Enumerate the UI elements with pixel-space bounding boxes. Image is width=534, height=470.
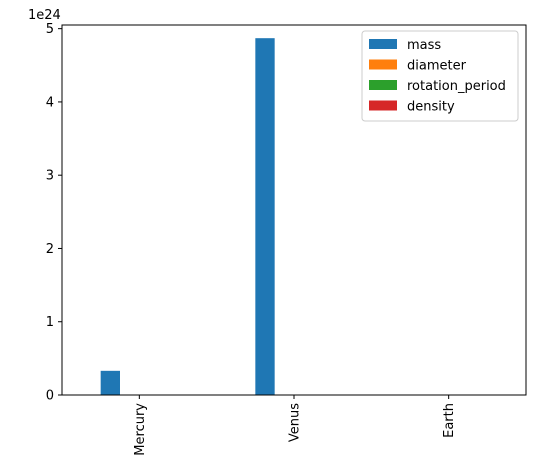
y-tick-label: 0 (46, 389, 54, 404)
legend-box (361, 30, 519, 122)
y-tick-label: 3 (46, 169, 54, 184)
x-tick-label: Venus (288, 403, 303, 442)
legend-label-density: density (407, 100, 455, 115)
legend-label-mass: mass (407, 38, 441, 53)
legend-label-diameter: diameter (407, 59, 467, 74)
bars-layer (100, 38, 275, 396)
legend-swatch-mass (369, 39, 397, 49)
legend-label-rotation_period: rotation_period (407, 79, 506, 94)
x-tick-label: Earth (442, 403, 457, 438)
x-axis: Mercury Venus Earth (133, 395, 457, 456)
legend-swatch-diameter (369, 59, 397, 70)
bar-mass-mercury (100, 370, 120, 395)
y-tick-label: 1 (46, 315, 54, 330)
bar-mass-venus (255, 38, 275, 396)
y-tick-label: 2 (46, 242, 54, 257)
y-axis: 0 1 2 3 4 5 (46, 22, 62, 404)
legend-swatch-density (369, 100, 397, 111)
y-axis-scale-label: 1e24 (28, 8, 61, 23)
y-tick-label: 5 (46, 22, 54, 37)
x-tick-label: Mercury (133, 403, 148, 456)
y-tick-label: 4 (46, 95, 54, 110)
legend-swatch-rotation_period (369, 80, 397, 90)
